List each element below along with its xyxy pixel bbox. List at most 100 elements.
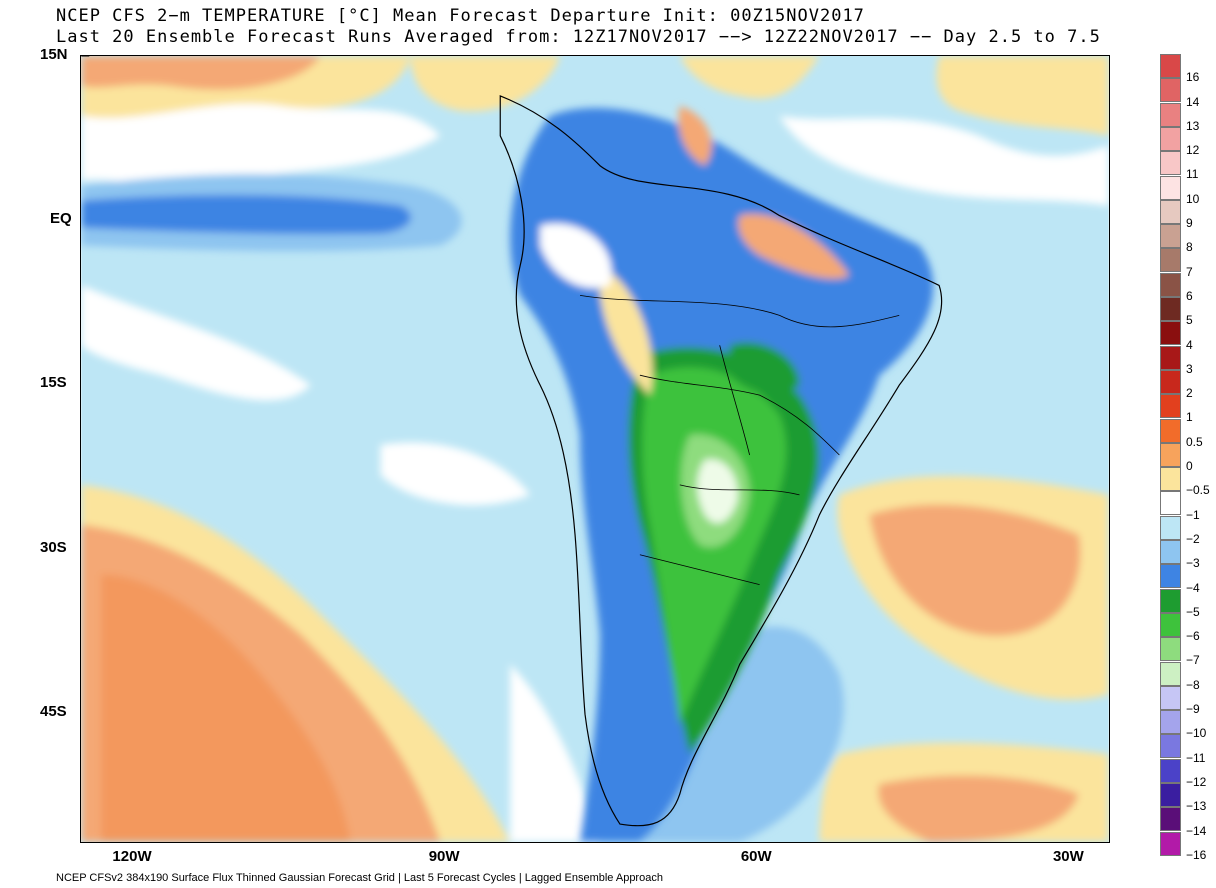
- colorbar-entry: −10: [1156, 710, 1216, 740]
- colorbar-label: −10: [1186, 726, 1207, 741]
- colorbar-label: −0.5: [1186, 483, 1210, 498]
- colorbar-swatch: [1160, 588, 1181, 613]
- colorbar-label: −3: [1186, 556, 1200, 571]
- colorbar-label: −16: [1186, 847, 1207, 862]
- colorbar-swatch: [1160, 685, 1181, 710]
- latitude-label: 15S: [40, 374, 67, 392]
- colorbar-label: −7: [1186, 653, 1200, 668]
- colorbar-entry: 13: [1156, 102, 1216, 133]
- colorbar-swatch: [1160, 491, 1181, 516]
- colorbar-swatch: [1160, 272, 1181, 297]
- colorbar-entry: −1: [1156, 491, 1216, 522]
- colorbar-swatch: [1160, 612, 1181, 637]
- longitude-label: 90W: [428, 848, 460, 865]
- colorbar-label: 14: [1186, 94, 1200, 109]
- colorbar-swatch: [1160, 467, 1181, 492]
- colorbar-label: 11: [1186, 167, 1199, 182]
- colorbar-entry: 0: [1156, 442, 1216, 473]
- map-title-line1: NCEP CFS 2−m TEMPERATURE [°C] Mean Forec…: [56, 6, 865, 26]
- colorbar-entry: −14: [1156, 807, 1216, 838]
- colorbar-entry: 0.5: [1156, 418, 1216, 449]
- latitude-label: 30S: [40, 538, 67, 556]
- colorbar-label: −2: [1186, 531, 1200, 546]
- colorbar-entry: −5: [1156, 588, 1216, 619]
- colorbar-entry: 14: [1156, 78, 1216, 109]
- colorbar-swatch: [1160, 369, 1181, 394]
- colorbar-entry: −13: [1156, 783, 1216, 813]
- colorbar-swatch: [1160, 248, 1181, 273]
- colorbar-entry: 11: [1156, 151, 1216, 181]
- colorbar-swatch: [1160, 54, 1181, 78]
- colorbar-entry: 12: [1156, 126, 1216, 157]
- colorbar-swatch: [1160, 126, 1181, 151]
- colorbar-label: −6: [1186, 629, 1200, 644]
- colorbar-label: 9: [1186, 216, 1193, 231]
- colorbar-swatch: [1160, 297, 1181, 321]
- colorbar-entry: 4: [1156, 321, 1216, 352]
- colorbar-entry: 16: [1156, 54, 1216, 84]
- colorbar-entry: −0.5: [1156, 467, 1216, 497]
- colorbar-entry: 1: [1156, 394, 1216, 424]
- colorbar-label: 0.5: [1186, 434, 1203, 449]
- colorbar-label: 6: [1186, 288, 1193, 303]
- temperature-anomaly-map: [80, 55, 1110, 843]
- footer-caption: NCEP CFSv2 384x190 Surface Flux Thinned …: [56, 872, 663, 884]
- colorbar-swatch: [1160, 783, 1181, 807]
- colorbar-label: 10: [1186, 191, 1200, 206]
- colorbar-entry: −9: [1156, 685, 1216, 716]
- colorbar-swatch: [1160, 102, 1181, 127]
- colorbar-entry: 10: [1156, 175, 1216, 206]
- colorbar-entry: −7: [1156, 637, 1216, 667]
- colorbar-label: 1: [1186, 410, 1193, 425]
- map-title-line2: Last 20 Ensemble Forecast Runs Averaged …: [56, 27, 1101, 47]
- colorbar-entry: −11: [1156, 734, 1216, 765]
- colorbar-label: 4: [1186, 337, 1193, 352]
- colorbar-entry: −3: [1156, 540, 1216, 570]
- colorbar-swatch: [1160, 831, 1181, 856]
- colorbar-entry: −4: [1156, 564, 1216, 595]
- colorbar-swatch: [1160, 321, 1181, 346]
- colorbar-label: −5: [1186, 604, 1200, 619]
- colorbar-label: 16: [1186, 70, 1200, 85]
- colorbar-entry: −2: [1156, 515, 1216, 546]
- colorbar-label: 8: [1186, 240, 1193, 255]
- colorbar-swatch: [1160, 807, 1181, 832]
- colorbar-entry: 6: [1156, 272, 1216, 303]
- colorbar-swatch: [1160, 515, 1181, 540]
- colorbar-entry: −8: [1156, 661, 1216, 692]
- colorbar-entry: 5: [1156, 297, 1216, 327]
- colorbar-label: −8: [1186, 677, 1200, 692]
- colorbar-label: −13: [1186, 799, 1207, 814]
- colorbar-label: −9: [1186, 702, 1200, 717]
- colorbar-entry: 8: [1156, 224, 1216, 254]
- colorbar-swatch: [1160, 564, 1181, 589]
- colorbar-label: 5: [1186, 313, 1193, 328]
- colorbar-label: −4: [1186, 580, 1200, 595]
- colorbar-label: 13: [1186, 118, 1200, 133]
- colorbar-swatch: [1160, 199, 1181, 224]
- colorbar-swatch: [1160, 175, 1181, 200]
- colorbar-swatch: [1160, 540, 1181, 564]
- colorbar-label: 12: [1186, 143, 1200, 158]
- latitude-label: 15N: [40, 46, 68, 63]
- colorbar-swatch: [1160, 418, 1181, 443]
- latitude-label: 45S: [40, 702, 67, 720]
- colorbar-label: −12: [1186, 774, 1207, 789]
- longitude-label: 120W: [112, 848, 152, 865]
- latitude-label: EQ: [50, 210, 72, 228]
- colorbar-swatch: [1160, 151, 1181, 176]
- colorbar-swatch: [1160, 710, 1181, 735]
- colorbar-swatch: [1160, 394, 1181, 419]
- colorbar-swatch: [1160, 734, 1181, 759]
- longitude-label: 30W: [1052, 848, 1084, 865]
- colorbar-entry: −16: [1156, 831, 1216, 862]
- colorbar-label: −1: [1186, 507, 1200, 522]
- colorbar-entry: 9: [1156, 199, 1216, 230]
- colorbar-entry: 7: [1156, 248, 1216, 279]
- colorbar-label: −14: [1186, 823, 1207, 838]
- colorbar-label: 3: [1186, 361, 1193, 376]
- colorbar-swatch: [1160, 78, 1181, 103]
- colorbar-swatch: [1160, 758, 1181, 783]
- colorbar-label: 7: [1186, 264, 1193, 279]
- colorbar-swatch: [1160, 442, 1181, 467]
